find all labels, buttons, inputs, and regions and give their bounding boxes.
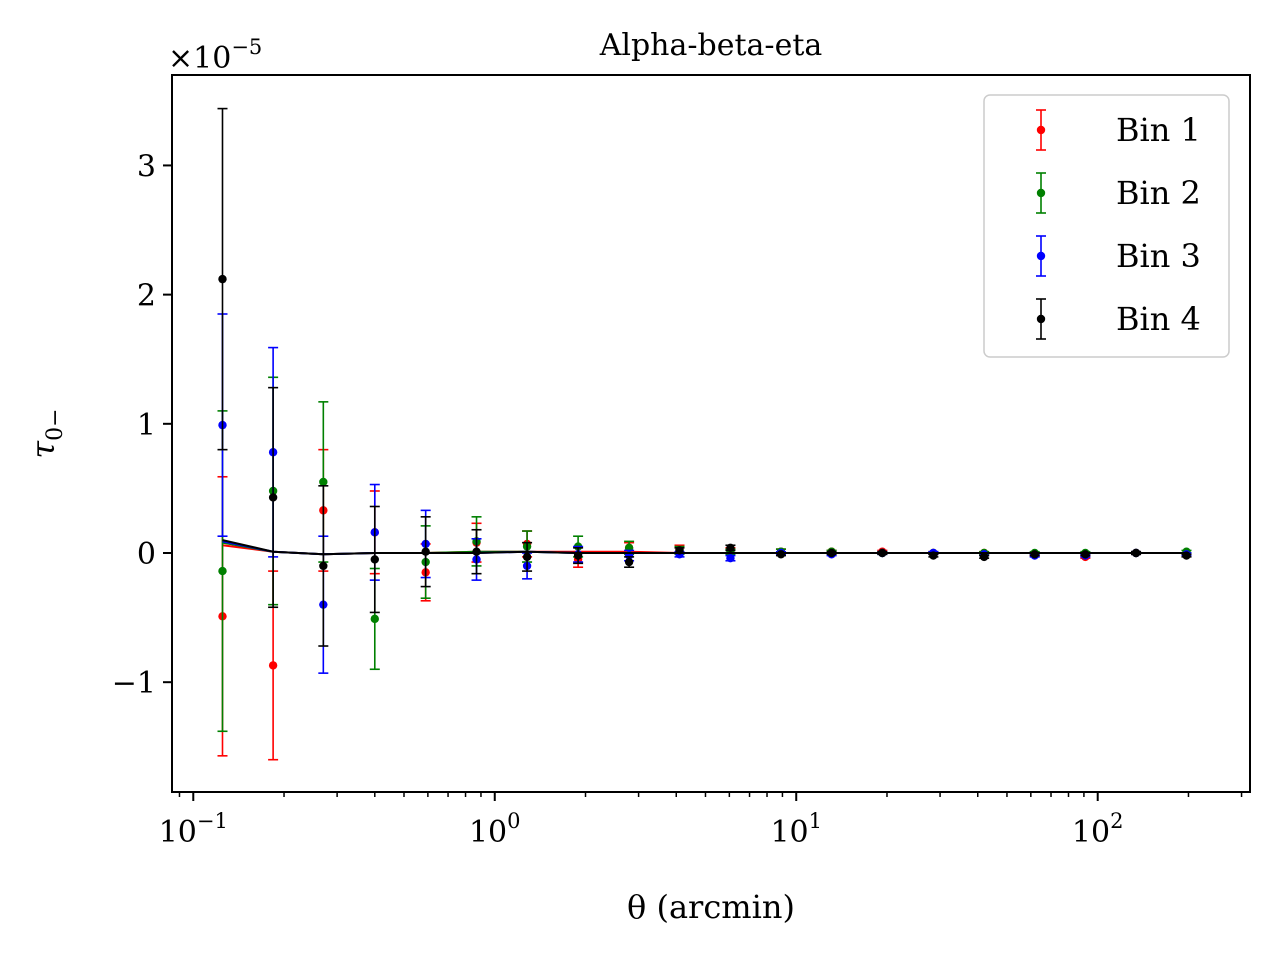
x-tick-label: 101 bbox=[770, 809, 822, 850]
data-point bbox=[1182, 551, 1191, 560]
y-tick-label: 0 bbox=[137, 537, 156, 572]
legend-label: Bin 2 bbox=[1116, 174, 1201, 212]
data-point bbox=[726, 543, 735, 553]
x-axis: 10−1 100 101 102 bbox=[159, 792, 1243, 850]
y-axis-multiplier-base: ×10 bbox=[168, 41, 231, 76]
data-point bbox=[268, 661, 278, 670]
x-tick-label-base: 10 bbox=[469, 815, 507, 850]
series-4 bbox=[217, 107, 1192, 647]
x-tick-label-base: 10 bbox=[1072, 815, 1110, 850]
model-line bbox=[222, 539, 1187, 556]
data-point bbox=[675, 546, 684, 555]
data-point bbox=[218, 566, 227, 576]
x-tick-label: 10−1 bbox=[159, 809, 228, 850]
data-point bbox=[370, 555, 379, 564]
data-point bbox=[979, 552, 989, 562]
data-point bbox=[472, 547, 481, 556]
legend-item-4: Bin 4 bbox=[1036, 298, 1201, 340]
data-point bbox=[421, 547, 430, 556]
data-point bbox=[1030, 550, 1039, 559]
legend-box bbox=[983, 94, 1230, 358]
legend-marker bbox=[1036, 125, 1046, 135]
legend-marker bbox=[1036, 314, 1046, 324]
x-tick-label-exponent: 2 bbox=[1110, 809, 1123, 833]
y-axis-multiplier-exponent: −5 bbox=[231, 35, 262, 59]
x-tick-label: 100 bbox=[469, 809, 521, 850]
y-tick-label: 3 bbox=[137, 149, 156, 184]
x-tick-label-base: 10 bbox=[770, 815, 808, 850]
legend-item-1: Bin 1 bbox=[1036, 109, 1201, 151]
y-tick-label: 1 bbox=[137, 408, 156, 443]
data-point bbox=[726, 553, 735, 563]
x-tick-label-exponent: 0 bbox=[507, 809, 520, 833]
y-axis-label-symbol: τ bbox=[24, 440, 62, 459]
x-tick-label: 102 bbox=[1072, 809, 1124, 850]
x-tick-label-base: 10 bbox=[159, 815, 197, 850]
data-point bbox=[268, 493, 278, 502]
chart-title: Alpha-beta-eta bbox=[599, 28, 823, 63]
legend: Bin 1 Bin 2 Bin 3 Bin 4 bbox=[983, 94, 1230, 358]
x-tick-label-exponent: 1 bbox=[809, 809, 822, 833]
data-point bbox=[929, 551, 938, 560]
data-point bbox=[218, 274, 227, 284]
legend-marker bbox=[1036, 188, 1046, 198]
plot-frame bbox=[171, 74, 1251, 793]
data-point bbox=[370, 614, 379, 624]
x-axis-label: θ (arcmin) bbox=[627, 888, 795, 926]
y-axis-multiplier: ×10−5 bbox=[168, 35, 262, 76]
legend-label: Bin 4 bbox=[1116, 300, 1201, 338]
y-axis: −1 0 1 2 3 bbox=[112, 149, 172, 701]
legend-item-2: Bin 2 bbox=[1036, 172, 1201, 214]
y-tick-label: −1 bbox=[112, 666, 156, 701]
data-point bbox=[319, 561, 328, 571]
data-point bbox=[624, 557, 634, 567]
y-tick-label: 2 bbox=[137, 279, 156, 314]
x-tick-label-exponent: −1 bbox=[197, 809, 228, 833]
data-point bbox=[522, 552, 532, 562]
legend-marker bbox=[1036, 251, 1046, 261]
y-axis-label: τ0− bbox=[24, 408, 68, 458]
data-point bbox=[1131, 548, 1141, 558]
data-point bbox=[1081, 550, 1090, 559]
legend-label: Bin 1 bbox=[1116, 111, 1201, 149]
data-point bbox=[776, 550, 786, 559]
y-axis-label-subscript: 0− bbox=[43, 408, 68, 440]
legend-label: Bin 3 bbox=[1116, 237, 1201, 275]
data-layer bbox=[217, 107, 1192, 761]
legend-item-3: Bin 3 bbox=[1036, 235, 1201, 277]
data-point bbox=[827, 548, 836, 558]
data-point bbox=[878, 548, 887, 558]
data-point bbox=[319, 477, 328, 487]
data-point bbox=[573, 551, 583, 560]
